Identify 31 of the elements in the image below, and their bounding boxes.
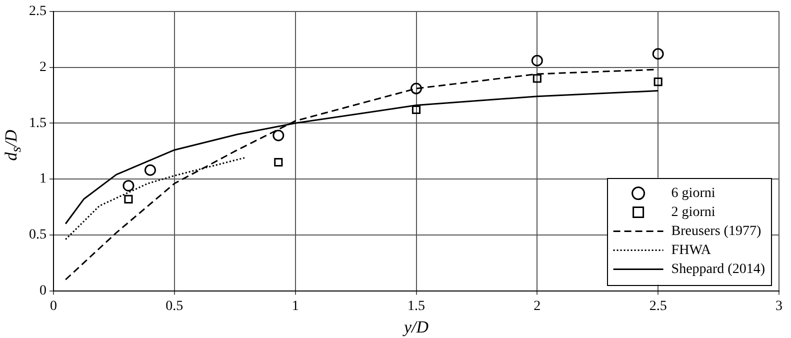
legend-label: Breusers (1977) — [671, 224, 762, 239]
legend-label: 2 giorni — [671, 204, 716, 220]
point — [412, 105, 421, 114]
y-tick-label: 2 — [40, 60, 46, 75]
point — [272, 130, 284, 142]
point — [124, 194, 133, 204]
point — [531, 54, 543, 66]
point — [122, 180, 134, 192]
x-tick-label: 1.5 — [408, 298, 425, 314]
x-tick-label: 2 — [534, 298, 541, 314]
point — [410, 82, 422, 94]
point — [652, 48, 664, 60]
x-tick-label: 1 — [292, 298, 299, 314]
point — [274, 158, 283, 167]
legend-label: Sheppard (2014) — [671, 262, 766, 277]
line-series — [64, 68, 659, 280]
y-tick-label: 0.5 — [29, 228, 46, 243]
legend-label: FHWA — [671, 242, 712, 258]
x-tick-label: 2.5 — [649, 298, 667, 314]
point — [654, 78, 662, 86]
y-tick-label: 2.5 — [29, 4, 46, 20]
x-axis-title: y/D — [402, 317, 430, 336]
x-tick-label: 0 — [50, 298, 57, 314]
y-tick-label: 1.5 — [29, 116, 46, 131]
point — [532, 74, 542, 83]
x-tick-label: 0.5 — [166, 298, 184, 314]
x-tick-label: 3 — [776, 298, 782, 314]
y-tick-label: 0 — [40, 283, 46, 298]
legend-label: 6 giorni — [671, 186, 716, 201]
y-tick-label: 1 — [40, 172, 46, 187]
point — [144, 164, 156, 176]
